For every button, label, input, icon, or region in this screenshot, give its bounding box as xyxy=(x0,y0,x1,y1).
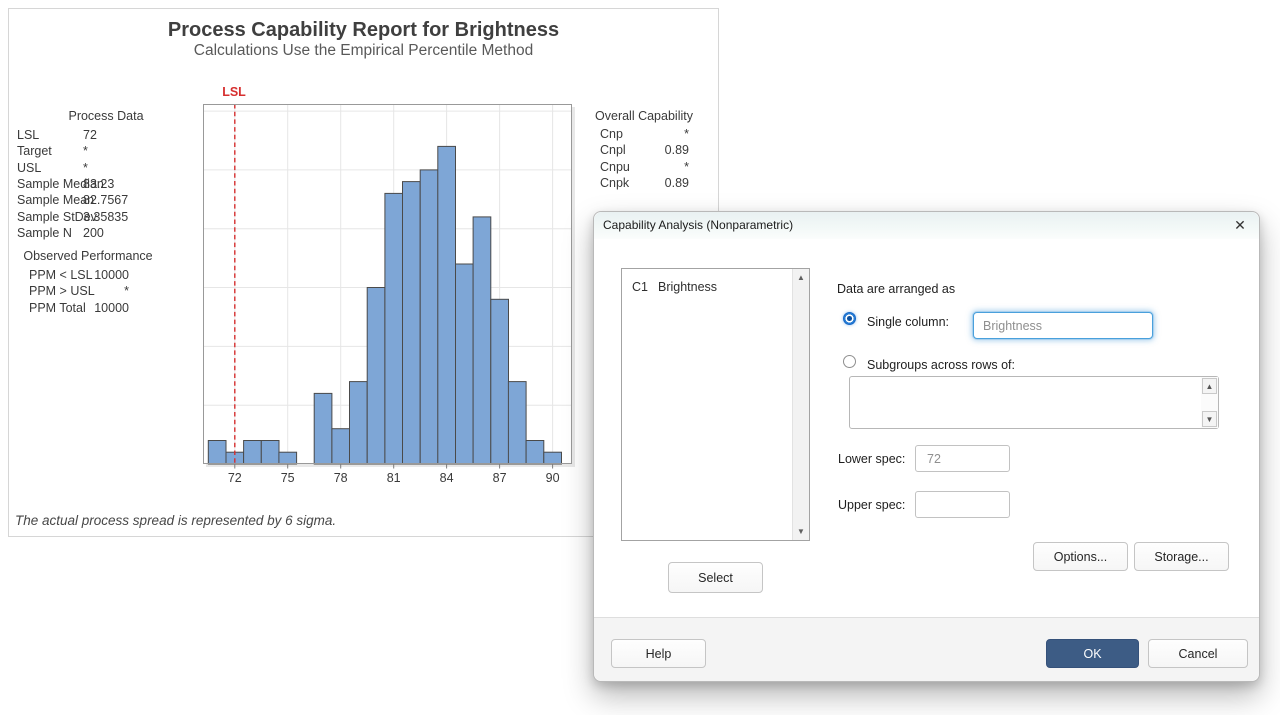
overall-capability-heading: Overall Capability xyxy=(595,109,693,123)
dialog-title: Capability Analysis (Nonparametric) xyxy=(603,218,793,232)
options-button[interactable]: Options... xyxy=(1033,542,1128,571)
select-button[interactable]: Select xyxy=(668,562,763,593)
column-name: Brightness xyxy=(658,280,717,294)
scroll-up-icon[interactable]: ▲ xyxy=(793,269,809,286)
svg-text:87: 87 xyxy=(493,471,507,485)
stat-row: Sample StDev3.35835 xyxy=(17,210,147,226)
stat-row: Sample Mean82.7567 xyxy=(17,193,147,209)
subgroups-label: Subgroups across rows of: xyxy=(867,358,1015,372)
lower-spec-input[interactable] xyxy=(915,445,1010,472)
ok-button[interactable]: OK xyxy=(1046,639,1139,668)
svg-text:81: 81 xyxy=(387,471,401,485)
histogram-chart: 72 75 78 81 84 87 90 xyxy=(203,104,572,489)
stat-row: PPM < LSL10000 xyxy=(29,268,129,284)
stat-row: Target* xyxy=(17,144,147,160)
column-listbox[interactable]: C1 Brightness ▲ ▼ xyxy=(621,268,810,541)
subgroups-input[interactable]: ▲ ▼ xyxy=(849,376,1219,429)
list-item-brightness[interactable]: C1 Brightness xyxy=(622,280,792,298)
capability-analysis-dialog: Capability Analysis (Nonparametric) ✕ C1… xyxy=(593,211,1260,682)
stat-row: Cnpk0.89 xyxy=(600,176,689,192)
cancel-button[interactable]: Cancel xyxy=(1148,639,1248,668)
lower-spec-label: Lower spec: xyxy=(838,452,905,466)
stat-row: PPM > USL* xyxy=(29,284,129,300)
scroll-down-icon[interactable]: ▼ xyxy=(793,523,809,540)
lsl-line-label: LSL xyxy=(222,85,246,99)
svg-text:78: 78 xyxy=(334,471,348,485)
stat-row: Cnp* xyxy=(600,127,689,143)
dialog-titlebar[interactable]: Capability Analysis (Nonparametric) ✕ xyxy=(594,212,1259,239)
process-data-heading: Process Data xyxy=(68,109,143,123)
stat-row: USL* xyxy=(17,161,147,177)
stat-row: Cnpl0.89 xyxy=(600,143,689,159)
help-button[interactable]: Help xyxy=(611,639,706,668)
report-footnote: The actual process spread is represented… xyxy=(15,513,336,528)
stat-row: Cnpu* xyxy=(600,160,689,176)
listbox-scrollbar[interactable]: ▲ ▼ xyxy=(792,269,809,540)
single-column-radio[interactable] xyxy=(843,312,856,325)
single-column-label: Single column: xyxy=(867,315,949,329)
data-arranged-label: Data are arranged as xyxy=(837,282,955,296)
svg-text:90: 90 xyxy=(546,471,560,485)
stat-row: Sample Median83.23 xyxy=(17,177,147,193)
stat-row: Sample N200 xyxy=(17,226,147,242)
close-icon[interactable]: ✕ xyxy=(1227,213,1253,238)
stat-row: PPM Total10000 xyxy=(29,301,129,317)
single-column-input[interactable] xyxy=(973,312,1153,339)
report-subtitle: Calculations Use the Empirical Percentil… xyxy=(9,42,718,60)
scroll-down-icon[interactable]: ▼ xyxy=(1202,411,1217,427)
stat-row: LSL72 xyxy=(17,128,147,144)
scroll-up-icon[interactable]: ▲ xyxy=(1202,378,1217,394)
observed-performance-heading: Observed Performance xyxy=(23,249,152,263)
storage-button[interactable]: Storage... xyxy=(1134,542,1229,571)
svg-text:84: 84 xyxy=(440,471,454,485)
upper-spec-input[interactable] xyxy=(915,491,1010,518)
report-title: Process Capability Report for Brightness xyxy=(9,19,718,42)
column-id: C1 xyxy=(632,280,648,294)
subgroups-scrollbar[interactable]: ▲ ▼ xyxy=(1201,377,1218,428)
svg-text:75: 75 xyxy=(281,471,295,485)
upper-spec-label: Upper spec: xyxy=(838,498,905,512)
svg-text:72: 72 xyxy=(228,471,242,485)
subgroups-radio[interactable] xyxy=(843,355,856,368)
